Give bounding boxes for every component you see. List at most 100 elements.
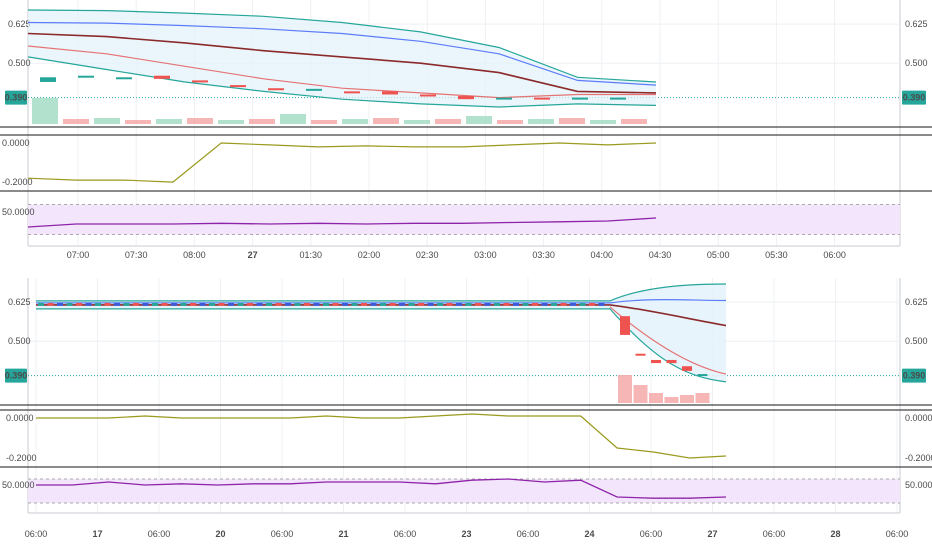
candle	[458, 96, 474, 100]
volume-bar	[633, 385, 648, 403]
candle	[682, 366, 692, 371]
candle-flat	[104, 302, 111, 306]
osc-tick-left: 0.0000	[6, 413, 34, 423]
volume-bar	[435, 119, 461, 124]
volume-bar	[559, 118, 585, 124]
time-tick-label: 17	[92, 529, 102, 539]
candle	[230, 85, 246, 88]
candle	[116, 77, 132, 80]
candle	[40, 77, 56, 82]
candle-flat	[418, 302, 424, 306]
candle-flat	[456, 302, 462, 306]
time-tick-label: 06:00	[823, 250, 846, 260]
candle-flat	[551, 302, 557, 306]
candle-flat	[114, 302, 120, 306]
time-tick-label: 05:30	[765, 250, 788, 260]
volume-bar	[621, 119, 647, 124]
candle	[382, 91, 398, 95]
volume-bar	[618, 375, 632, 403]
candle	[651, 359, 661, 364]
time-tick-label: 23	[461, 529, 471, 539]
time-tick-label: 07:30	[125, 250, 148, 260]
volume-bar	[218, 120, 244, 124]
ma-basis	[36, 304, 727, 327]
oscillator-line	[36, 413, 727, 459]
price-tick-left: 0.500	[8, 58, 31, 68]
candle-flat	[47, 302, 54, 306]
time-tick-label: 06:00	[640, 529, 663, 539]
time-tick-label: 21	[338, 529, 348, 539]
candle-flat	[247, 302, 253, 306]
price-tick-right: 0.625	[905, 19, 928, 29]
osc-tick-left: -0.2000	[6, 453, 37, 463]
candle-flat	[57, 302, 63, 306]
rsi-tick-left: 50.0000	[2, 480, 35, 490]
volume-bar	[680, 395, 694, 403]
candle-flat	[123, 302, 130, 306]
time-tick-label: 04:30	[649, 250, 672, 260]
bollinger-fill	[28, 10, 656, 107]
candle-flat	[133, 302, 139, 306]
rsi-band-fill	[28, 204, 900, 235]
candle-flat	[38, 302, 44, 306]
ma-blue	[36, 299, 727, 304]
time-tick-label: 20	[215, 529, 225, 539]
osc-tick-left: 0.0000	[2, 138, 30, 148]
last-price-label-left: 0.390	[5, 93, 28, 103]
candle-flat	[190, 302, 196, 306]
volume-bar	[649, 393, 663, 403]
candle	[154, 75, 170, 79]
last-price-badge-left	[5, 368, 27, 383]
time-tick-label: 06:00	[763, 529, 786, 539]
candle-flat	[209, 302, 215, 306]
candle-flat	[361, 302, 367, 306]
osc-tick-right: 0.0000	[905, 413, 932, 423]
time-tick-label: 01:30	[300, 250, 323, 260]
osc-tick-right: -0.2000	[905, 453, 932, 463]
candle	[344, 91, 360, 94]
candle-flat	[427, 302, 434, 306]
time-tick-label: 02:00	[358, 250, 381, 260]
ma-basis	[27, 32, 657, 94]
candle	[635, 353, 646, 356]
last-price-label-right: 0.390	[903, 371, 926, 381]
candle-flat	[294, 302, 301, 306]
candle-flat	[380, 302, 386, 306]
last-price-label-right: 0.390	[903, 93, 926, 103]
candle-flat	[304, 302, 310, 306]
candle-flat	[142, 302, 149, 306]
volume-bar	[125, 120, 151, 124]
volume-bar	[590, 120, 616, 124]
volume-bar	[528, 119, 554, 124]
candle	[572, 97, 588, 100]
candle-flat	[560, 302, 567, 306]
time-tick-label: 27	[248, 250, 258, 260]
time-tick-label: 27	[707, 529, 717, 539]
candle	[620, 316, 630, 335]
price-tick-right: 0.500	[905, 336, 928, 346]
last-price-badge-right	[902, 90, 926, 105]
time-tick-label: 06:00	[271, 529, 294, 539]
bollinger-upper	[36, 283, 727, 302]
time-tick-label: 02:30	[416, 250, 439, 260]
time-tick-label: 04:00	[591, 250, 614, 260]
candle-flat	[275, 302, 282, 306]
candle-flat	[465, 302, 472, 306]
candle-flat	[513, 302, 519, 306]
osc-tick-left: -0.2000	[2, 177, 33, 187]
candle	[610, 97, 626, 100]
time-tick-label: 06:00	[25, 529, 48, 539]
volume-bar	[466, 116, 492, 124]
volume-bar	[311, 120, 337, 124]
price-tick-right: 0.500	[905, 58, 928, 68]
time-tick-label: 03:00	[474, 250, 497, 260]
candle-flat	[570, 302, 576, 306]
candle-flat	[152, 302, 158, 306]
time-tick-label: 06:00	[394, 529, 417, 539]
volume-bar	[404, 120, 430, 124]
candle	[420, 94, 436, 97]
volume-bar	[187, 118, 213, 124]
candle-flat	[285, 302, 291, 306]
candle-flat	[323, 302, 329, 306]
candle	[697, 374, 708, 377]
